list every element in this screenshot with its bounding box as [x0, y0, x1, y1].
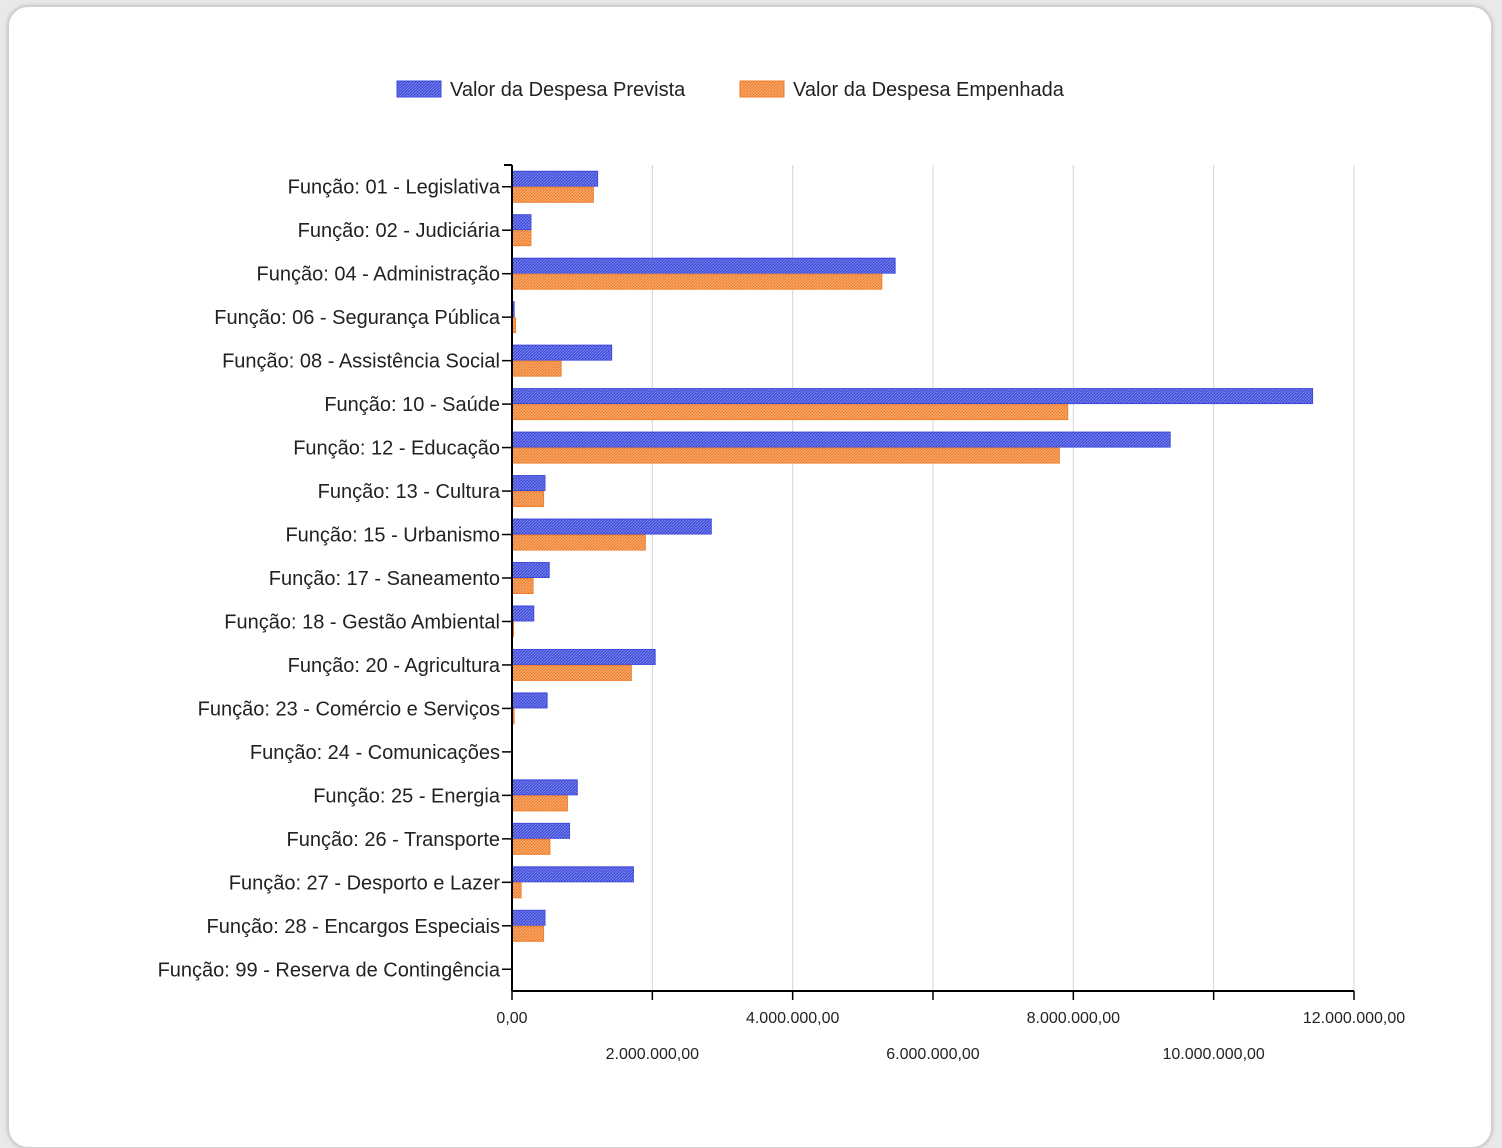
- bar-prevista-10: [511, 562, 550, 578]
- bar-prevista-3: [511, 257, 896, 274]
- x-tick-label-1: 2.000.000,00: [606, 1046, 700, 1063]
- category-label-19: Função: 99 - Reserva de Contingência: [158, 959, 501, 981]
- bar-prevista-2: [511, 214, 532, 231]
- bar-empenhada-3: [511, 273, 883, 290]
- bar-empenhada-12: [511, 664, 632, 681]
- category-label-3: Função: 04 - Administração: [257, 264, 500, 286]
- bar-prevista-5: [511, 344, 613, 361]
- x-tick-label-0: 0,00: [496, 1010, 527, 1027]
- category-label-12: Função: 20 - Agricultura: [288, 655, 501, 677]
- bar-prevista-18: [511, 909, 546, 926]
- category-label-2: Função: 02 - Judiciária: [298, 220, 501, 242]
- bar-empenhada-8: [511, 491, 545, 508]
- legend-label-1: Valor da Despesa Prevista: [450, 79, 686, 101]
- axes-group: [502, 164, 1355, 1000]
- bar-empenhada-2: [511, 230, 532, 247]
- bar-empenhada-9: [511, 534, 646, 551]
- category-label-6: Função: 10 - Saúde: [324, 394, 500, 416]
- legend-swatch-2: [739, 80, 785, 98]
- legend-label-2: Valor da Despesa Empenhada: [793, 79, 1065, 101]
- x-tick-label-6: 12.000.000,00: [1303, 1010, 1405, 1027]
- bar-prevista-9: [511, 518, 712, 535]
- bar-prevista-1: [511, 170, 599, 187]
- chart-legend: Valor da Despesa Prevista Valor da Despes…: [396, 79, 1065, 101]
- bar-empenhada-10: [511, 578, 534, 594]
- bar-prevista-17: [511, 866, 634, 883]
- x-tick-label-3: 6.000.000,00: [886, 1046, 980, 1063]
- bar-prevista-12: [511, 648, 656, 665]
- bar-empenhada-6: [511, 404, 1069, 421]
- category-label-10: Função: 17 - Saneamento: [269, 568, 500, 590]
- bar-empenhada-16: [511, 838, 551, 855]
- bar-empenhada-5: [511, 360, 562, 377]
- category-label-8: Função: 13 - Cultura: [318, 481, 501, 503]
- bar-prevista-16: [511, 822, 571, 839]
- bar-empenhada-15: [511, 795, 568, 812]
- x-tick-label-5: 10.000.000,00: [1163, 1046, 1265, 1063]
- category-label-13: Função: 23 - Comércio e Serviços: [198, 698, 500, 720]
- x-tick-label-4: 8.000.000,00: [1027, 1010, 1121, 1027]
- x-tick-labels: 0,00 2.000.000,00 4.000.000,00 6.000.000,00…: [496, 1010, 1405, 1063]
- gridlines: [651, 165, 1355, 991]
- bar-prevista-6: [511, 388, 1314, 405]
- chart-panel: Valor da Despesa Prevista Valor da Despes…: [8, 6, 1492, 1148]
- bar-prevista-15: [511, 779, 578, 796]
- bar-empenhada-17: [511, 882, 522, 899]
- category-label-7: Função: 12 - Educação: [293, 438, 500, 460]
- bar-empenhada-18: [511, 925, 545, 942]
- legend-swatch-1: [396, 80, 442, 98]
- category-label-14: Função: 24 - Comunicações: [250, 742, 500, 764]
- bar-prevista-8: [511, 475, 546, 492]
- bar-empenhada-1: [511, 186, 594, 203]
- category-label-4: Função: 06 - Segurança Pública: [214, 307, 501, 329]
- bar-prevista-7: [511, 431, 1171, 448]
- category-label-1: Função: 01 - Legislativa: [288, 177, 501, 199]
- category-label-9: Função: 15 - Urbanismo: [285, 525, 500, 547]
- category-label-15: Função: 25 - Energia: [313, 785, 501, 807]
- bar-prevista-11: [511, 605, 535, 622]
- bar-prevista-13: [511, 692, 548, 709]
- category-label-11: Função: 18 - Gestão Ambiental: [224, 611, 500, 633]
- category-label-5: Função: 08 - Assistência Social: [222, 351, 500, 373]
- category-labels: Função: 01 - Legislativa Função: 02 - Jud…: [158, 177, 501, 982]
- category-label-16: Função: 26 - Transporte: [287, 829, 500, 851]
- x-tick-label-2: 4.000.000,00: [746, 1010, 840, 1027]
- bars-group: [511, 170, 1314, 942]
- category-label-17: Função: 27 - Desporto e Lazer: [229, 872, 501, 894]
- bar-empenhada-7: [511, 447, 1060, 464]
- category-label-18: Função: 28 - Encargos Especiais: [207, 916, 501, 938]
- bar-chart: Valor da Despesa Prevista Valor da Despes…: [158, 79, 1406, 1063]
